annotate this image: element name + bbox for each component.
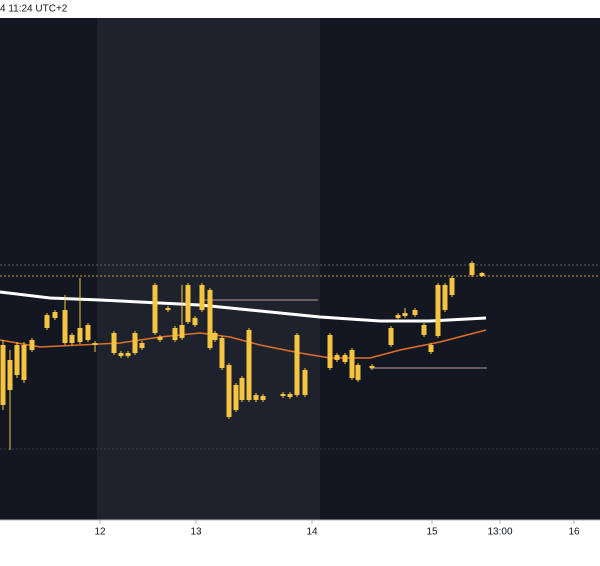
candle-body (77, 328, 83, 342)
candle-body (369, 366, 375, 368)
candle-body (226, 365, 232, 417)
candle-body (165, 308, 171, 310)
candle-body (388, 328, 394, 345)
x-tick-label: 12 (94, 527, 106, 538)
candle-body (172, 328, 178, 340)
candle-body (92, 343, 98, 345)
candle-body (239, 378, 245, 400)
candle-body (132, 333, 138, 353)
candle-body (207, 290, 213, 348)
candle-body (152, 285, 158, 333)
candle-body (139, 343, 145, 348)
candle-body (334, 355, 340, 360)
candle-body (157, 337, 163, 340)
candle-body (185, 285, 191, 322)
candle-body (327, 335, 333, 368)
candle-body (287, 394, 293, 397)
candle-body (402, 313, 408, 316)
candle-body (192, 318, 198, 325)
candle-body (412, 310, 418, 315)
candle-body (111, 333, 117, 353)
candle-body (29, 340, 35, 350)
candle-body (349, 350, 355, 378)
candle-body (125, 353, 131, 356)
candle-body (212, 333, 218, 340)
candle-body (69, 335, 75, 343)
candle-body (294, 335, 300, 395)
candle-body (21, 345, 27, 380)
candle-body (469, 263, 475, 275)
candle-body (7, 360, 13, 390)
moving-average (0, 329, 487, 359)
candle-body (479, 273, 485, 276)
candle-body (280, 394, 286, 396)
candle-body (179, 325, 185, 338)
candle-body (342, 355, 348, 362)
x-tick-label: 15 (426, 527, 438, 538)
header-text: 4 11:24 UTC+2 (0, 4, 68, 15)
x-tick-label: 16 (568, 527, 580, 538)
candle-body (428, 345, 434, 352)
candle-body (435, 285, 441, 336)
session-highlight (97, 18, 320, 520)
plot: 12 13 14 15 13:00 16 (0, 261, 600, 538)
candle-body (233, 385, 239, 410)
candle-body (14, 345, 20, 375)
candle-body (442, 285, 448, 310)
candle-body (355, 365, 361, 380)
candle-body (449, 278, 455, 295)
candle-body (395, 315, 401, 318)
x-tick-label: 13 (190, 527, 202, 538)
candle-body (199, 285, 205, 310)
candle-body (85, 325, 91, 340)
moving-average (0, 290, 487, 323)
candle-body (246, 330, 252, 400)
candle-body (52, 312, 58, 318)
candle-body (260, 396, 266, 400)
candle-body (0, 345, 6, 405)
candle-body (44, 315, 50, 328)
candle-body (253, 395, 259, 400)
candle-body (421, 325, 427, 335)
x-tick-label: 13:00 (487, 527, 512, 538)
candle-body (118, 353, 124, 356)
candle-body (62, 310, 68, 343)
candle-body (302, 370, 308, 395)
candle-body (219, 338, 225, 368)
x-tick-label: 14 (306, 527, 318, 538)
